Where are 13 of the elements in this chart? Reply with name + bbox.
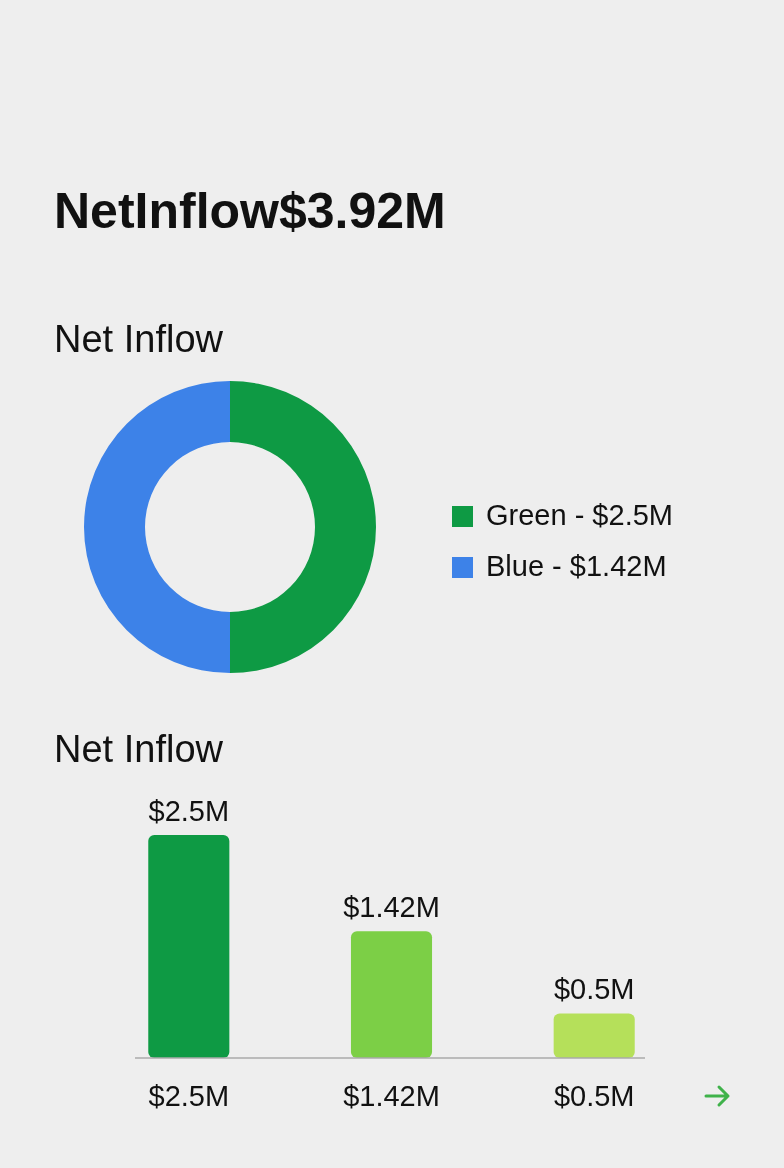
x-tick-label: $2.5M bbox=[148, 1080, 230, 1112]
data-label: $1.42M bbox=[343, 891, 440, 924]
chart-title: Net Inflow bbox=[54, 728, 224, 770]
donut-slice bbox=[84, 381, 230, 673]
x-tick-label: $1.42M bbox=[343, 1080, 440, 1112]
data-label: $0.5M bbox=[553, 973, 635, 1006]
legend-label: Blue - $1.42M bbox=[486, 550, 667, 582]
legend-label: Green - $2.5M bbox=[486, 499, 673, 531]
donut-slice bbox=[230, 381, 376, 673]
chart-title: NetInflow$3.92M bbox=[54, 183, 446, 239]
x-tick-label: $0.5M bbox=[553, 1080, 635, 1112]
data-label: $2.5M bbox=[148, 795, 230, 827]
chart-subtitle: Net Inflow bbox=[54, 318, 224, 360]
